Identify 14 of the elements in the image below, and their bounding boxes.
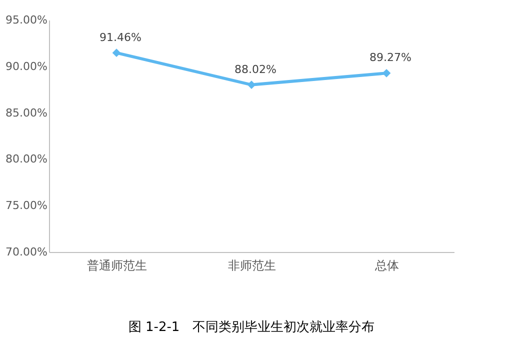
y-tick-label: 90.00% (6, 60, 48, 73)
x-tick-label: 总体 (374, 258, 399, 272)
data-label: 89.27% (370, 51, 412, 64)
y-tick-label: 80.00% (6, 152, 48, 166)
y-tick-label: 85.00% (6, 106, 48, 120)
text: 图 1-2-1 不同类别毕业生初次就业率分布 (128, 319, 375, 335)
y-tick-label: 95.00% (6, 14, 48, 26)
x-tick-label: 非师范生 (228, 258, 276, 272)
point (112, 48, 121, 58)
data-label: 91.46% (100, 30, 142, 44)
data-label: 88.02% (234, 62, 276, 76)
x-tick-label: 普通师范生 (87, 258, 147, 272)
y-tick-label: 75.00% (6, 199, 48, 212)
y-tick-label: 70.00% (6, 246, 48, 258)
